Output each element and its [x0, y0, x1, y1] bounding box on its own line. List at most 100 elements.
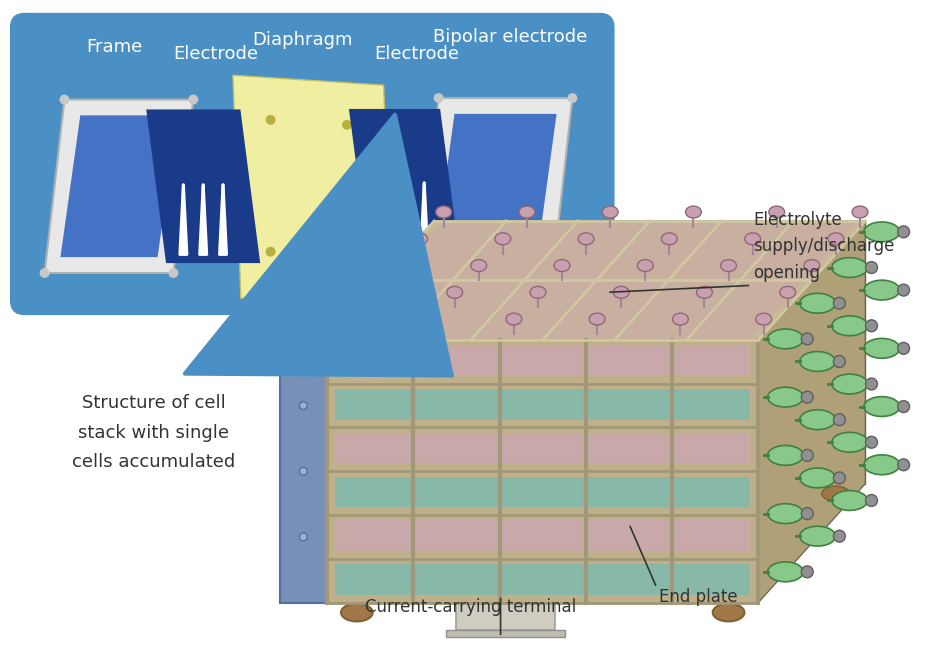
Ellipse shape: [769, 206, 785, 218]
Ellipse shape: [852, 206, 868, 218]
Polygon shape: [434, 114, 556, 259]
Polygon shape: [434, 221, 865, 484]
Circle shape: [342, 120, 352, 130]
Ellipse shape: [864, 338, 899, 358]
Ellipse shape: [864, 397, 899, 417]
Ellipse shape: [831, 432, 868, 452]
Ellipse shape: [802, 508, 813, 520]
Text: Electrode: Electrode: [174, 45, 259, 63]
Ellipse shape: [721, 260, 737, 272]
Ellipse shape: [471, 260, 486, 272]
Ellipse shape: [802, 566, 813, 578]
Text: Electrolyte
supply/discharge
opening: Electrolyte supply/discharge opening: [753, 211, 895, 282]
Ellipse shape: [802, 392, 813, 403]
Ellipse shape: [833, 297, 845, 309]
Polygon shape: [335, 345, 751, 376]
Ellipse shape: [339, 313, 355, 325]
Polygon shape: [349, 109, 460, 260]
Ellipse shape: [828, 233, 844, 245]
Circle shape: [168, 268, 179, 278]
Ellipse shape: [864, 455, 899, 474]
Text: Diaphragm: Diaphragm: [252, 31, 352, 49]
Ellipse shape: [864, 280, 899, 300]
Ellipse shape: [800, 410, 835, 430]
Polygon shape: [456, 603, 555, 630]
Ellipse shape: [897, 342, 910, 354]
Circle shape: [342, 243, 352, 254]
Ellipse shape: [554, 260, 570, 272]
Ellipse shape: [800, 293, 835, 313]
Polygon shape: [335, 389, 751, 420]
Ellipse shape: [637, 260, 653, 272]
Ellipse shape: [364, 286, 379, 298]
Ellipse shape: [897, 401, 910, 413]
Ellipse shape: [388, 260, 404, 272]
Polygon shape: [280, 340, 327, 603]
Ellipse shape: [341, 603, 373, 621]
Polygon shape: [758, 221, 865, 603]
Text: End plate: End plate: [658, 588, 737, 606]
Ellipse shape: [800, 526, 835, 546]
Ellipse shape: [745, 233, 761, 245]
Ellipse shape: [506, 313, 522, 325]
Ellipse shape: [866, 378, 877, 390]
Ellipse shape: [767, 562, 804, 582]
Ellipse shape: [697, 286, 712, 298]
Ellipse shape: [897, 459, 910, 470]
Ellipse shape: [866, 436, 877, 448]
Ellipse shape: [866, 262, 877, 274]
Polygon shape: [335, 221, 857, 340]
Ellipse shape: [866, 320, 877, 332]
Circle shape: [299, 533, 307, 541]
Ellipse shape: [897, 284, 910, 296]
Ellipse shape: [804, 260, 819, 272]
Ellipse shape: [831, 258, 868, 278]
Text: Frame: Frame: [86, 38, 142, 55]
Ellipse shape: [603, 206, 618, 218]
Polygon shape: [446, 630, 565, 638]
Ellipse shape: [833, 472, 845, 484]
Circle shape: [299, 467, 307, 475]
Ellipse shape: [767, 504, 804, 524]
Ellipse shape: [780, 286, 796, 298]
Ellipse shape: [446, 286, 462, 298]
Circle shape: [40, 268, 49, 278]
Text: Structure of cell
stack with single
cells accumulated: Structure of cell stack with single cell…: [72, 394, 235, 471]
Ellipse shape: [866, 495, 877, 507]
Ellipse shape: [767, 329, 804, 349]
Circle shape: [567, 93, 578, 103]
Polygon shape: [418, 98, 573, 274]
Ellipse shape: [831, 316, 868, 336]
Polygon shape: [60, 115, 178, 257]
Ellipse shape: [864, 222, 899, 241]
Circle shape: [548, 270, 558, 280]
Ellipse shape: [802, 449, 813, 461]
Circle shape: [414, 270, 424, 280]
Polygon shape: [335, 564, 751, 595]
Ellipse shape: [685, 206, 701, 218]
Polygon shape: [45, 99, 193, 273]
Ellipse shape: [833, 355, 845, 367]
Circle shape: [60, 95, 70, 105]
Text: Bipolar electrode: Bipolar electrode: [433, 28, 588, 45]
Ellipse shape: [800, 351, 835, 371]
Polygon shape: [232, 75, 392, 298]
Ellipse shape: [833, 530, 845, 542]
Text: Electrode: Electrode: [374, 45, 458, 63]
Ellipse shape: [436, 206, 452, 218]
Text: Current-carrying terminal: Current-carrying terminal: [365, 597, 577, 616]
Circle shape: [266, 115, 275, 125]
Ellipse shape: [530, 286, 546, 298]
Circle shape: [299, 401, 307, 409]
Polygon shape: [327, 340, 758, 603]
Ellipse shape: [800, 468, 835, 488]
Polygon shape: [146, 109, 260, 263]
Ellipse shape: [672, 313, 688, 325]
Polygon shape: [335, 520, 751, 551]
Circle shape: [266, 247, 275, 257]
Polygon shape: [426, 315, 515, 384]
Polygon shape: [327, 221, 865, 340]
Ellipse shape: [613, 286, 629, 298]
Circle shape: [189, 95, 198, 105]
Ellipse shape: [831, 374, 868, 394]
